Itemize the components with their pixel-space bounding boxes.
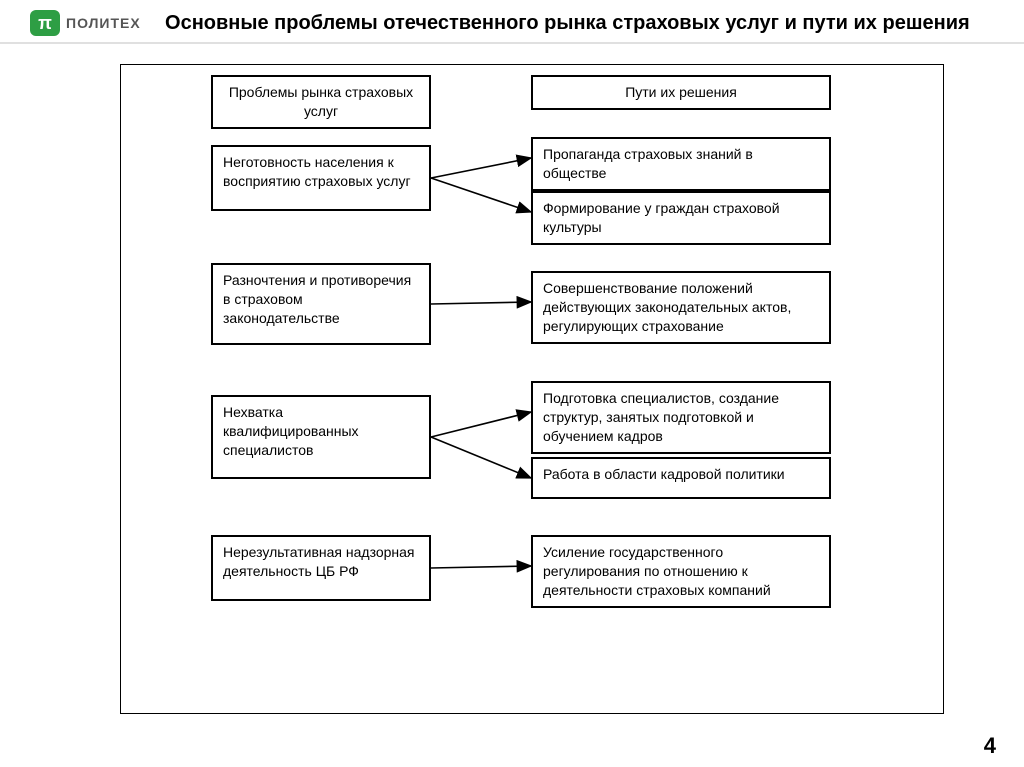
problem-box-1: Разночтения и противоречия в страховом з… [211, 263, 431, 345]
solution-box-2-0: Подготовка специалистов, создание структ… [531, 381, 831, 454]
arrow [431, 566, 531, 568]
problem-box-3: Нерезультативная надзорная деятельность … [211, 535, 431, 601]
arrow [431, 437, 531, 478]
solution-box-3-0: Усиление государственного регулирования … [531, 535, 831, 608]
problem-box-0: Неготовность населения к восприятию стра… [211, 145, 431, 211]
solution-box-1-0: Совершенствование положений действующих … [531, 271, 831, 344]
slide-title: Основные проблемы отечественного рынка с… [141, 10, 994, 36]
arrow [431, 412, 531, 437]
problem-box-2: Нехватка квалифицированных специалистов [211, 395, 431, 479]
diagram-container: Проблемы рынка страховых услуг Пути их ре… [120, 64, 944, 714]
arrow [431, 158, 531, 178]
slide-header: π ПОЛИТЕХ Основные проблемы отечественно… [0, 0, 1024, 44]
logo: π ПОЛИТЕХ [30, 10, 141, 36]
page-number: 4 [984, 733, 996, 759]
arrow [431, 178, 531, 212]
solution-box-0-0: Пропаганда страховых знаний в обществе [531, 137, 831, 191]
header-problems: Проблемы рынка страховых услуг [211, 75, 431, 129]
header-solutions: Пути их решения [531, 75, 831, 110]
solution-box-0-1: Формирование у граждан страховой культур… [531, 191, 831, 245]
logo-pi-icon: π [30, 10, 60, 36]
logo-text: ПОЛИТЕХ [66, 15, 141, 31]
solution-box-2-1: Работа в области кадровой политики [531, 457, 831, 499]
arrow [431, 302, 531, 304]
